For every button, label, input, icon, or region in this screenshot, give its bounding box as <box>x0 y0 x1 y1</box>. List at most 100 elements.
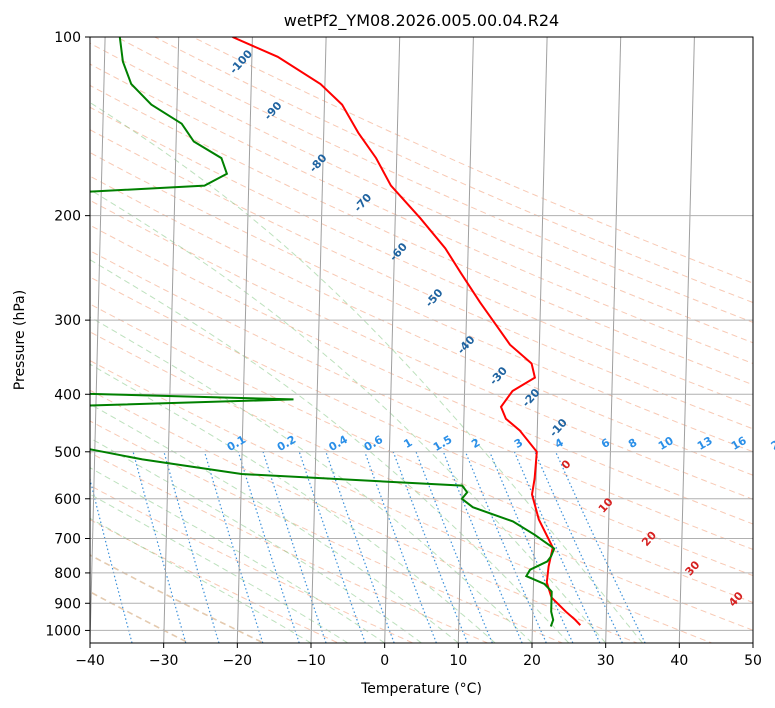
y-tick-label: 900 <box>54 596 81 612</box>
mixing-ratio-line <box>163 451 220 643</box>
isotherm-label-warm: 20 <box>639 529 659 549</box>
x-axis-label: Temperature (°C) <box>360 681 482 697</box>
y-tick-label: 100 <box>54 30 81 46</box>
moist-adiabat <box>90 101 643 643</box>
isotherm-line <box>678 37 695 643</box>
mixing-ratio-label: 0.2 <box>275 433 298 454</box>
dry-adiabat <box>90 519 340 643</box>
mixing-ratio-label: 16 <box>729 434 749 453</box>
isotherm-label: -50 <box>423 286 446 310</box>
dry-adiabat <box>90 276 753 577</box>
mixing-ratio-label: 8 <box>626 436 639 451</box>
x-tick-label: 40 <box>670 653 688 669</box>
dry-adiabat <box>90 303 753 604</box>
isotherm-label: -70 <box>351 191 374 215</box>
mixing-ratio-label: 10 <box>656 434 676 453</box>
dry-adiabat <box>90 452 489 643</box>
y-tick-label: 500 <box>54 445 81 461</box>
mixing-ratio-label: 0.1 <box>225 433 248 454</box>
mixing-ratio-line <box>237 451 300 643</box>
dry-adiabat <box>153 37 753 304</box>
mixing-ratio-label: 0.4 <box>326 433 350 454</box>
dry-adiabat <box>191 37 753 284</box>
chart-title: wetPf2_YM08.2026.005.00.04.R24 <box>284 11 559 31</box>
dry-adiabat <box>90 591 191 643</box>
moist-adiabat <box>90 437 422 643</box>
x-tick-label: −10 <box>296 653 326 669</box>
mixing-ratio-label: 20 <box>769 434 775 453</box>
dry-adiabat <box>90 42 753 344</box>
dry-adiabat <box>115 37 753 323</box>
mixing-ratio-line <box>204 451 264 643</box>
x-tick-label: 20 <box>523 653 541 669</box>
dry-adiabat <box>90 250 753 550</box>
moist-adiabat <box>90 259 570 643</box>
dry-adiabat <box>90 175 753 476</box>
dry-adiabat <box>90 63 753 365</box>
mixing-ratio-label: 0.6 <box>362 433 386 454</box>
y-tick-label: 800 <box>54 566 81 582</box>
moist-adiabat <box>90 403 459 643</box>
y-tick-label: 200 <box>54 209 81 225</box>
isotherm-label-warm: 0 <box>559 457 574 472</box>
isotherm-label: -80 <box>307 151 330 175</box>
mixing-ratio-label: 1 <box>401 436 414 451</box>
dry-adiabat <box>90 360 714 643</box>
dry-adiabat <box>90 485 415 643</box>
moist-adiabat <box>90 493 349 643</box>
moist-adiabat <box>90 316 533 643</box>
mixing-ratio-label: 3 <box>512 436 525 451</box>
isotherm-label: -90 <box>262 99 285 123</box>
moist-adiabat <box>90 363 496 643</box>
isotherm-line <box>752 622 753 643</box>
y-tick-label: 700 <box>54 532 81 548</box>
isotherm-line <box>531 37 548 643</box>
isotherm-label-warm: 30 <box>683 558 703 578</box>
dry-adiabat <box>90 106 753 408</box>
x-tick-label: 30 <box>597 653 615 669</box>
x-tick-label: −40 <box>75 653 105 669</box>
mixing-ratio-line <box>364 451 437 643</box>
mixing-ratio-line <box>513 451 601 643</box>
isotherm-line <box>605 37 622 643</box>
isotherm-label: -30 <box>487 364 510 388</box>
mixing-ratio-line <box>464 451 547 643</box>
isotherm-label-warm: 10 <box>596 495 616 515</box>
y-axis-label: Pressure (hPa) <box>12 290 28 390</box>
mixing-ratio-line <box>298 451 366 643</box>
y-tick-label: 400 <box>54 387 81 403</box>
isotherm-line <box>310 37 327 643</box>
mixing-ratio-label: 1.5 <box>431 433 454 454</box>
temperature-profile <box>232 37 582 626</box>
x-tick-label: −30 <box>149 653 179 669</box>
isotherm-line <box>384 37 401 643</box>
mixing-ratio-line <box>132 451 187 643</box>
isotherm-line <box>90 37 106 643</box>
y-tick-label: 1000 <box>45 623 81 639</box>
dry-adiabat <box>90 84 753 386</box>
x-tick-label: −20 <box>223 653 253 669</box>
isotherm-label-warm: 40 <box>726 589 746 609</box>
y-tick-label: 600 <box>54 492 81 508</box>
mixing-ratio-line <box>392 451 469 643</box>
mixing-ratio-line <box>442 451 523 643</box>
dry-adiabat <box>90 331 753 631</box>
isotherm-line <box>457 37 474 643</box>
mixing-ratio-label: 13 <box>695 434 715 453</box>
moist-adiabat <box>90 189 607 643</box>
x-tick-label: 50 <box>744 653 762 669</box>
x-tick-label: 10 <box>449 653 467 669</box>
isotherm-line <box>163 37 180 643</box>
dry-adiabat <box>90 389 639 643</box>
isotherm-label: -40 <box>455 333 478 357</box>
dry-adiabat <box>90 129 753 430</box>
y-tick-label: 300 <box>54 313 81 329</box>
dewpoint-profile <box>90 37 556 627</box>
isotherm-line <box>236 37 253 643</box>
isotherm-label: -60 <box>387 240 410 264</box>
dry-adiabat <box>90 420 564 643</box>
x-tick-label: 0 <box>380 653 389 669</box>
mixing-ratio-line <box>262 451 327 643</box>
plot-frame <box>89 36 754 644</box>
